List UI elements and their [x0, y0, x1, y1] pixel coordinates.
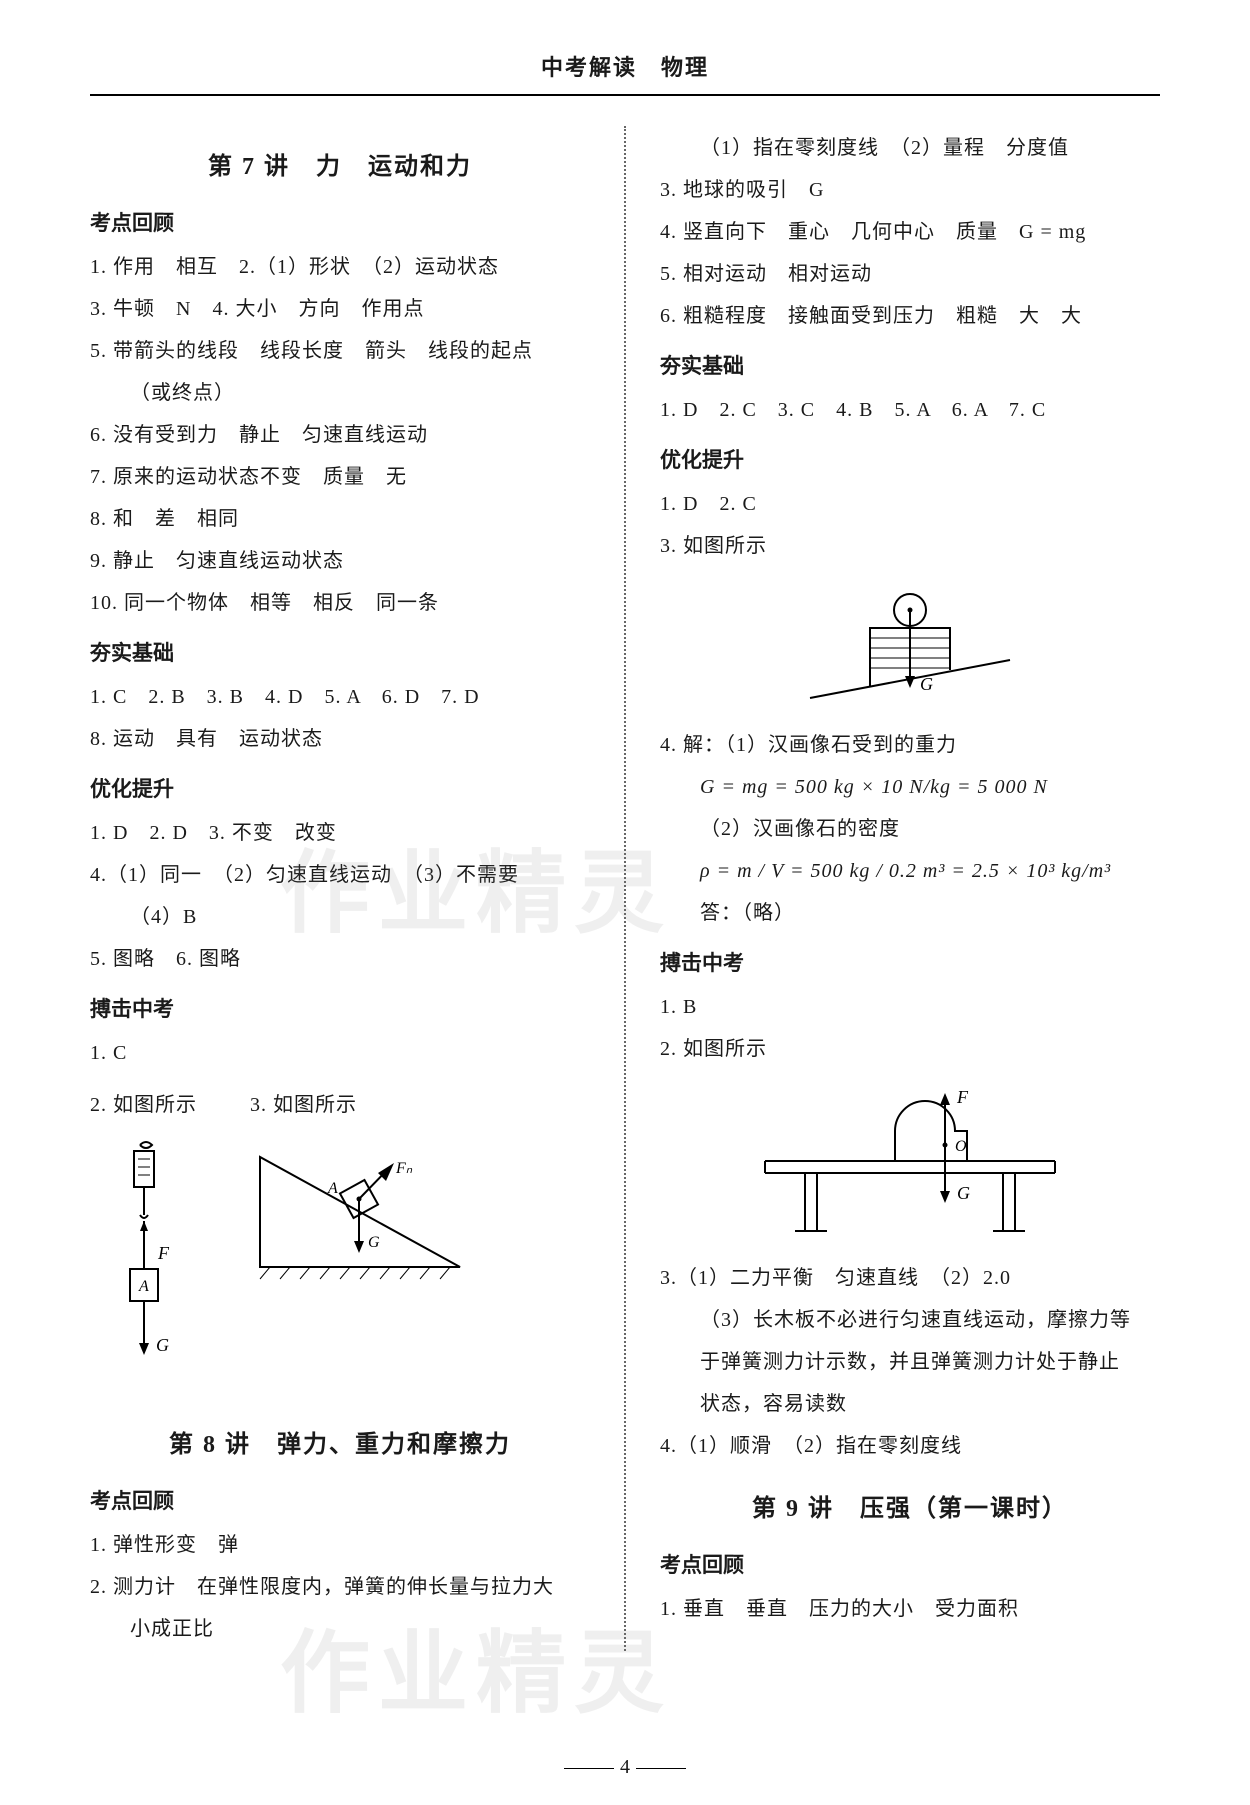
page-header: 中考解读 物理	[90, 50, 1160, 96]
text-line: 1. D 2. C 3. C 4. B 5. A 6. A 7. C	[660, 390, 1160, 430]
right-column: （1）指在零刻度线 （2）量程 分度值 3. 地球的吸引 G 4. 竖直向下 重…	[660, 126, 1160, 1651]
text-line: （3）长木板不必进行匀速直线运动，摩擦力等	[660, 1300, 1160, 1340]
label-A: A	[138, 1278, 149, 1295]
text-line: 7. 原来的运动状态不变 质量 无	[90, 457, 590, 497]
section-optimize: 优化提升	[660, 444, 1160, 474]
column-divider	[624, 126, 626, 1651]
text-line: 1. D 2. D 3. 不变 改变	[90, 813, 590, 853]
section-optimize: 优化提升	[90, 773, 590, 803]
text-line: 5. 相对运动 相对运动	[660, 254, 1160, 294]
text-line: 10. 同一个物体 相等 相反 同一条	[90, 583, 590, 623]
label-G: G	[920, 674, 933, 694]
text-line: 4.（1）顺滑 （2）指在零刻度线	[660, 1426, 1160, 1466]
formula-line: G = mg = 500 kg × 10 N/kg = 5 000 N	[660, 767, 1160, 807]
text-line: 4.（1）同一 （2）匀速直线运动 （3）不需要	[90, 855, 590, 895]
label-A: A	[327, 1180, 338, 1197]
lesson8-title: 第 8 讲 弹力、重力和摩擦力	[90, 1424, 590, 1459]
formula-line: ρ = m / V = 500 kg / 0.2 m³ = 2.5 × 10³ …	[660, 851, 1160, 891]
label-FN: Fₙ	[395, 1160, 413, 1177]
text-line: 2. 如图所示	[660, 1029, 1160, 1069]
text-line: 8. 和 差 相同	[90, 499, 590, 539]
label-F: F	[956, 1087, 969, 1107]
text-line: （4）B	[90, 897, 590, 937]
two-column-layout: 第 7 讲 力 运动和力 考点回顾 1. 作用 相互 2.（1）形状 （2）运动…	[90, 126, 1160, 1651]
text-line: 3. 如图所示	[250, 1085, 480, 1125]
text-line: 1. D 2. C	[660, 484, 1160, 524]
section-exam: 搏击中考	[660, 947, 1160, 977]
section-review8: 考点回顾	[90, 1485, 590, 1515]
text-line: 2. 测力计 在弹性限度内，弹簧的伸长量与拉力大	[90, 1567, 590, 1607]
text-line: 1. 弹性形变 弹	[90, 1525, 590, 1565]
text-line: 小成正比	[90, 1609, 590, 1649]
text-line: 5. 图略 6. 图略	[90, 939, 590, 979]
page-number: 4	[558, 1756, 692, 1779]
lesson9-title: 第 9 讲 压强（第一课时）	[660, 1488, 1160, 1523]
label-G: G	[156, 1335, 169, 1355]
text-line: 1. 垂直 垂直 压力的大小 受力面积	[660, 1589, 1160, 1629]
label-G: G	[957, 1183, 970, 1203]
lesson7-title: 第 7 讲 力 运动和力	[90, 146, 590, 181]
text-line: 6. 没有受到力 静止 匀速直线运动	[90, 415, 590, 455]
text-line: 9. 静止 匀速直线运动状态	[90, 541, 590, 581]
figure-ball-incline: G	[660, 578, 1160, 713]
figure-spring-scale: F A G	[90, 1137, 200, 1372]
text-line: （1）指在零刻度线 （2）量程 分度值	[660, 128, 1160, 168]
text-line: 1. 作用 相互 2.（1）形状 （2）运动状态	[90, 247, 590, 287]
text-line: 1. B	[660, 987, 1160, 1027]
text-line: 1. C	[90, 1033, 590, 1073]
text-line: 5. 带箭头的线段 线段长度 箭头 线段的起点	[90, 331, 590, 371]
section-basic: 夯实基础	[660, 350, 1160, 380]
text-line: 4. 解：（1）汉画像石受到的重力	[660, 725, 1160, 765]
figure-incline-block: A Fₙ G	[250, 1137, 480, 1302]
section-review9: 考点回顾	[660, 1549, 1160, 1579]
section-review: 考点回顾	[90, 207, 590, 237]
text-line: 8. 运动 具有 运动状态	[90, 719, 590, 759]
text-line: 2. 如图所示	[90, 1085, 200, 1125]
text-line: （或终点）	[90, 373, 590, 413]
text-line: 答：（略）	[660, 893, 1160, 933]
label-G: G	[368, 1234, 380, 1251]
label-F: F	[157, 1243, 170, 1263]
text-line: 3.（1）二力平衡 匀速直线 （2）2.0	[660, 1258, 1160, 1298]
figure-table-forces: O F G	[660, 1081, 1160, 1246]
text-line: 3. 如图所示	[660, 526, 1160, 566]
section-exam: 搏击中考	[90, 993, 590, 1023]
left-column: 第 7 讲 力 运动和力 考点回顾 1. 作用 相互 2.（1）形状 （2）运动…	[90, 126, 590, 1651]
text-line: 1. C 2. B 3. B 4. D 5. A 6. D 7. D	[90, 677, 590, 717]
text-line: 3. 地球的吸引 G	[660, 170, 1160, 210]
text-line: 于弹簧测力计示数，并且弹簧测力计处于静止	[660, 1342, 1160, 1382]
text-line: 4. 竖直向下 重心 几何中心 质量 G = mg	[660, 212, 1160, 252]
text-line: （2）汉画像石的密度	[660, 809, 1160, 849]
section-basic: 夯实基础	[90, 637, 590, 667]
text-line: 3. 牛顿 N 4. 大小 方向 作用点	[90, 289, 590, 329]
label-O: O	[955, 1138, 967, 1155]
text-line: 状态，容易读数	[660, 1384, 1160, 1424]
text-line: 6. 粗糙程度 接触面受到压力 粗糙 大 大	[660, 296, 1160, 336]
